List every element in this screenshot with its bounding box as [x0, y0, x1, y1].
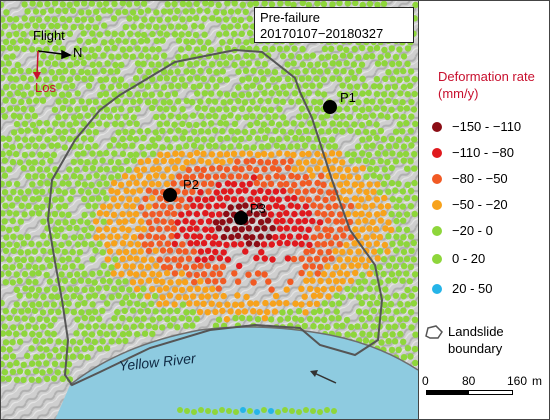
title-line-2: 20170107−20180327 [260, 26, 384, 41]
legend-label-3: −50 - −20 [452, 197, 508, 212]
scale-label-80: 80 [462, 374, 476, 388]
los-arrow [33, 50, 41, 80]
scale-label-160: 160 [507, 374, 528, 388]
scale-segment-1 [426, 390, 468, 395]
legend-label-4: −20 - 0 [452, 223, 493, 238]
legend-swatch-3 [432, 200, 442, 210]
flight-arrow [37, 49, 72, 60]
flow-direction-arrow [310, 370, 337, 384]
point-label-p1: P1 [340, 90, 356, 105]
legend-swatch-1 [432, 148, 442, 158]
title-box: Pre-failure 20170107−20180327 [254, 7, 414, 43]
los-label: Los [35, 80, 56, 95]
legend-label-5: 0 - 20 [452, 251, 486, 266]
legend-panel [418, 0, 550, 420]
point-marker-p1 [323, 100, 337, 114]
boundary-legend-label: Landslide boundary [448, 324, 504, 356]
title-line-1: Pre-failure [260, 10, 320, 25]
point-marker-p3 [234, 211, 248, 225]
legend-swatch-4 [432, 226, 442, 236]
legend-swatch-6 [432, 284, 442, 294]
point-label-p2: P2 [183, 177, 199, 192]
legend-label-1: −110 - −80 [452, 145, 514, 160]
legend-label-6: 20 - 50 [452, 281, 493, 296]
landslide-boundary [46, 48, 384, 387]
scale-segment-2 [468, 390, 513, 395]
river-bank-points [177, 407, 337, 415]
legend-swatch-2 [432, 174, 442, 184]
scale-bar: 0 80 160 m [422, 374, 548, 404]
scale-label-0: 0 [422, 374, 429, 388]
legend-title: Deformation rate (mm/y) [438, 69, 535, 101]
flight-label: Flight [33, 28, 65, 43]
map-canvas [0, 0, 418, 420]
point-markers [163, 100, 337, 225]
boundary-legend-icon [425, 325, 443, 339]
scale-unit: m [532, 374, 542, 388]
point-marker-p2 [163, 188, 177, 202]
legend-label-2: −80 - −50 [452, 171, 508, 186]
north-label: N [73, 45, 83, 60]
legend-swatch-0 [432, 122, 442, 132]
legend-swatch-5 [432, 254, 442, 264]
legend-label-0: −150 - −110 [452, 119, 522, 134]
point-label-p3: P3 [250, 201, 266, 216]
